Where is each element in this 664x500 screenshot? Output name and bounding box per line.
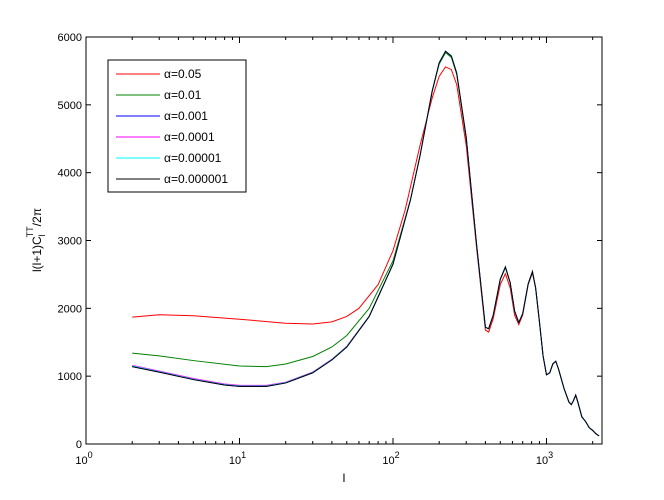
legend: α=0.05 α=0.01 α=0.001 α=0.0001 α=0.00001 α=0.… (107, 59, 247, 193)
y-tick-label: 3000 (58, 236, 82, 248)
y-tick-label: 0 (76, 439, 82, 451)
y-tick-label: 4000 (58, 168, 82, 180)
y-tick-label: 1000 (58, 371, 82, 383)
legend-box (107, 59, 247, 193)
x-axis-label: l (343, 471, 346, 485)
y-tick-label: 2000 (58, 303, 82, 315)
y-tick-label: 6000 (58, 32, 82, 44)
x-tick-label: 101 (229, 450, 246, 467)
legend-entry-label: α=0.0001 (164, 130, 215, 144)
legend-entry-label: α=0.000001 (164, 172, 228, 186)
x-tick-label: 100 (75, 450, 92, 467)
y-axis-label-tail: /2π (30, 208, 44, 226)
legend-entry-label: α=0.00001 (164, 151, 222, 165)
y-axis-label-sup: TT (25, 226, 35, 237)
y-axis-label: l(l+1)ClTT/2π (25, 208, 47, 272)
y-axis-label-sub: l (37, 234, 47, 236)
series-line-5 (132, 50, 600, 437)
y-axis-label-main: l(l+1)C (30, 236, 44, 272)
x-tick-label: 102 (382, 450, 399, 467)
x-tick-label: 103 (536, 450, 553, 467)
legend-entry-label: α=0.001 (164, 109, 208, 123)
series-layer (132, 50, 600, 437)
axis-ticks: 0 1000 2000 3000 4000 5000 6000 100 101 102 103 (58, 32, 602, 467)
legend-entry-label: α=0.01 (164, 88, 202, 102)
y-tick-label: 5000 (58, 100, 82, 112)
legend-entry-label: α=0.05 (164, 67, 202, 81)
